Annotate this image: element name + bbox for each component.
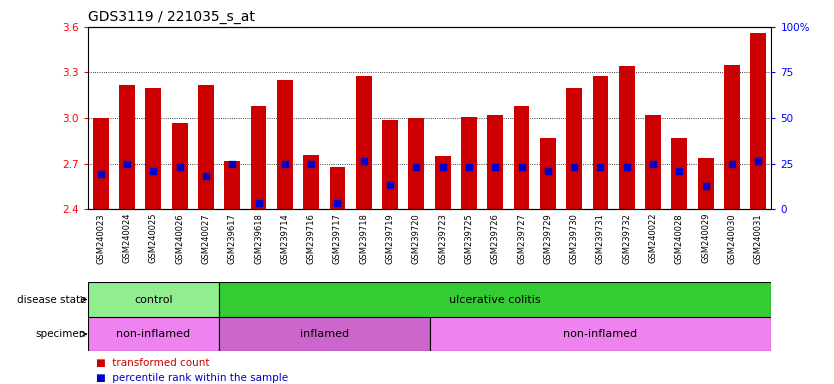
Bar: [93, 118, 108, 209]
Point: [252, 200, 265, 206]
Point: [357, 157, 370, 164]
Bar: [409, 118, 425, 209]
Text: GSM239729: GSM239729: [544, 213, 552, 264]
Text: GSM240029: GSM240029: [701, 213, 711, 263]
Bar: [329, 167, 345, 209]
Text: ulcerative colitis: ulcerative colitis: [450, 295, 541, 305]
Bar: [88, 317, 219, 351]
Point: [594, 164, 607, 170]
Text: GSM240025: GSM240025: [148, 213, 158, 263]
Text: GSM239726: GSM239726: [490, 213, 500, 264]
Point: [462, 164, 475, 170]
Text: GSM240024: GSM240024: [123, 213, 132, 263]
Point: [173, 164, 186, 170]
Bar: [88, 282, 219, 317]
Text: GDS3119 / 221035_s_at: GDS3119 / 221035_s_at: [88, 10, 254, 25]
Text: inflamed: inflamed: [299, 329, 349, 339]
Text: GSM240030: GSM240030: [727, 213, 736, 263]
Point: [304, 161, 318, 167]
Point: [94, 171, 108, 177]
Bar: [277, 80, 293, 209]
Text: GSM239727: GSM239727: [517, 213, 526, 264]
Point: [489, 164, 502, 170]
Bar: [540, 138, 555, 209]
Text: ■  transformed count: ■ transformed count: [96, 358, 209, 368]
Bar: [304, 154, 319, 209]
Text: GSM239716: GSM239716: [307, 213, 315, 264]
Point: [279, 161, 292, 167]
Text: GSM239714: GSM239714: [280, 213, 289, 264]
Bar: [198, 84, 214, 209]
Bar: [724, 65, 740, 209]
Point: [225, 161, 239, 167]
Text: GSM240028: GSM240028: [675, 213, 684, 263]
Bar: [219, 282, 771, 317]
Point: [409, 164, 423, 170]
Point: [541, 168, 555, 174]
Point: [147, 168, 160, 174]
Bar: [619, 66, 635, 209]
Text: GSM240022: GSM240022: [649, 213, 657, 263]
Text: GSM239732: GSM239732: [622, 213, 631, 264]
Bar: [461, 117, 477, 209]
Point: [646, 161, 660, 167]
Bar: [566, 88, 582, 209]
Bar: [593, 76, 608, 209]
Bar: [430, 317, 771, 351]
Point: [436, 164, 450, 170]
Text: ■  percentile rank within the sample: ■ percentile rank within the sample: [96, 373, 288, 383]
Point: [751, 157, 765, 164]
Text: GSM240031: GSM240031: [754, 213, 763, 263]
Bar: [751, 33, 766, 209]
Point: [726, 161, 739, 167]
Text: GSM239617: GSM239617: [228, 213, 237, 264]
Text: GSM240027: GSM240027: [202, 213, 210, 263]
Text: disease state: disease state: [17, 295, 86, 305]
Bar: [671, 138, 687, 209]
Point: [515, 164, 528, 170]
Point: [567, 164, 580, 170]
Bar: [119, 84, 135, 209]
Point: [120, 161, 133, 167]
Text: control: control: [134, 295, 173, 305]
Bar: [251, 106, 266, 209]
Text: GSM239718: GSM239718: [359, 213, 369, 264]
Text: GSM239730: GSM239730: [570, 213, 579, 264]
Bar: [172, 122, 188, 209]
Point: [620, 164, 634, 170]
Text: GSM239719: GSM239719: [385, 213, 394, 264]
Text: non-inflamed: non-inflamed: [116, 329, 190, 339]
Bar: [382, 119, 398, 209]
Point: [673, 168, 686, 174]
Bar: [435, 156, 450, 209]
Text: GSM240023: GSM240023: [96, 213, 105, 263]
Text: GSM240026: GSM240026: [175, 213, 184, 263]
Point: [331, 200, 344, 206]
Bar: [646, 115, 661, 209]
Text: non-inflamed: non-inflamed: [564, 329, 637, 339]
Text: GSM239618: GSM239618: [254, 213, 263, 264]
Text: specimen: specimen: [36, 329, 86, 339]
Text: GSM239717: GSM239717: [333, 213, 342, 264]
Bar: [224, 161, 240, 209]
Bar: [219, 317, 430, 351]
Point: [199, 173, 213, 179]
Bar: [487, 115, 503, 209]
Bar: [145, 88, 161, 209]
Text: GSM239723: GSM239723: [438, 213, 447, 264]
Text: GSM239731: GSM239731: [596, 213, 605, 264]
Bar: [698, 157, 714, 209]
Text: GSM239725: GSM239725: [465, 213, 474, 264]
Text: GSM239720: GSM239720: [412, 213, 421, 264]
Point: [699, 184, 712, 190]
Point: [384, 182, 397, 188]
Bar: [356, 76, 372, 209]
Bar: [514, 106, 530, 209]
